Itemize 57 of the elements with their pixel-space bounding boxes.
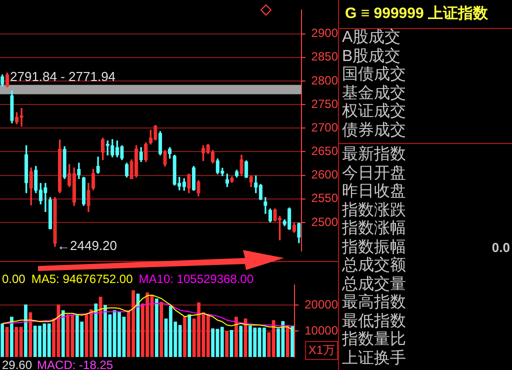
- y-tick-label: 2850: [311, 50, 338, 64]
- text: MACD: -18.25: [37, 358, 114, 370]
- annotation: 0.00: [2, 272, 26, 286]
- y-tick-label: 2700: [311, 120, 338, 134]
- category-label: 指数涨幅: [342, 220, 406, 237]
- bar: [239, 326, 243, 357]
- y-tick-label: 10000: [304, 323, 338, 338]
- bar: [206, 315, 210, 357]
- y-tick-label: 2550: [311, 191, 338, 206]
- text: G ≡ 999999 上证指数: [339, 0, 512, 29]
- y-tick-label: 2600: [311, 168, 338, 182]
- bar: [234, 316, 238, 357]
- category-label: 指数涨跌: [342, 202, 406, 218]
- category-label: 指数振幅: [342, 238, 406, 256]
- category-label: 最新指数: [342, 146, 406, 163]
- bar: [61, 310, 65, 357]
- category-label: 总成交量: [342, 276, 406, 292]
- bar: [10, 316, 14, 357]
- annotation: ←2449.20: [57, 238, 117, 254]
- bar: [286, 325, 290, 357]
- y-tick-label: 20000: [304, 297, 338, 312]
- bar: [24, 304, 28, 357]
- category-label: 最低指数: [342, 312, 406, 330]
- y-tick-label: 2800: [311, 73, 338, 88]
- bar: [183, 316, 186, 357]
- y-tick-label: 2650: [311, 144, 338, 158]
- bar: [94, 303, 98, 357]
- bar: [154, 298, 158, 357]
- bar: [220, 326, 224, 357]
- category-label: 今日开盘: [342, 164, 406, 182]
- category-label: 债券成交: [342, 122, 406, 138]
- bar: [188, 314, 192, 357]
- series-label: MA5: 94676752.00: [31, 272, 133, 286]
- y-tick-label: 2750: [311, 96, 338, 111]
- band-label: 2791.84 - 2771.94: [10, 68, 116, 84]
- y-axis-title: X1万: [305, 341, 338, 360]
- category-label: 国债成交: [342, 66, 406, 83]
- category-label: B股成交: [342, 48, 401, 64]
- bar: [290, 326, 294, 357]
- category-label: 上证换手: [342, 350, 406, 366]
- category-label: 昨日收盘: [342, 183, 406, 200]
- category-label: 基金成交: [342, 84, 406, 102]
- text: 0.0: [492, 240, 510, 254]
- bar: [28, 312, 32, 357]
- category-label: 权证成交: [342, 103, 406, 120]
- bar: [0, 323, 4, 357]
- category-label: 指数量比: [342, 331, 406, 348]
- category-label: A股成交: [342, 29, 401, 46]
- series-label: MA10: 105529368.00: [138, 272, 254, 286]
- category-label: 最高指数: [342, 294, 406, 311]
- y-tick-label: 2900: [311, 26, 338, 40]
- category-label: 总成交额: [342, 257, 406, 274]
- y-tick-label: 2500: [311, 214, 338, 229]
- text: 29.60: [2, 358, 32, 370]
- bar: [225, 331, 229, 357]
- bar: [160, 302, 164, 357]
- bar: [14, 326, 18, 357]
